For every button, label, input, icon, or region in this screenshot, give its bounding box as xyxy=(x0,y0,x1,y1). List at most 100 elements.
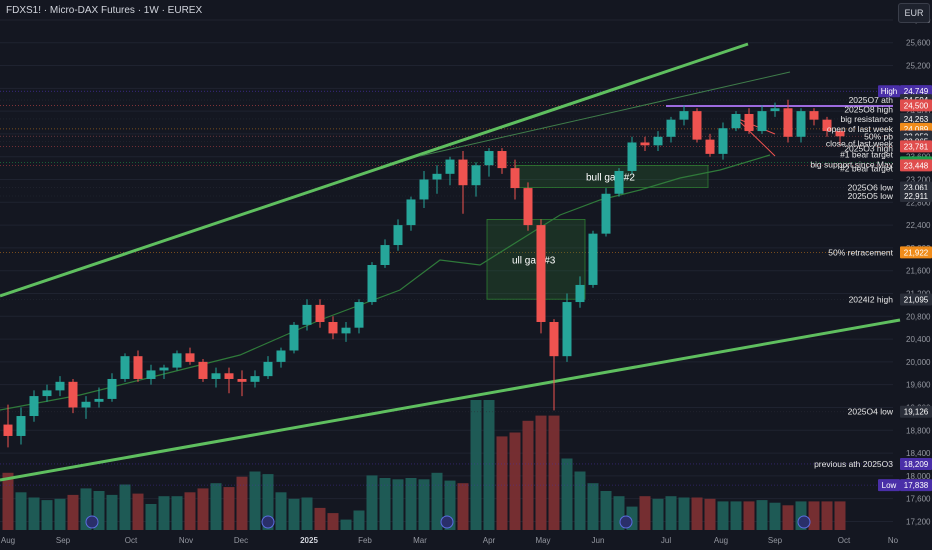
candle-body xyxy=(315,304,325,322)
candle-body xyxy=(354,302,364,328)
candle-body xyxy=(653,136,663,146)
volume-bar xyxy=(834,501,846,530)
volume-bar xyxy=(158,496,170,530)
candle-body xyxy=(731,113,741,129)
volume-bar xyxy=(600,491,612,530)
price-tag: 19,126 xyxy=(904,408,929,417)
candle-body xyxy=(510,168,520,189)
price-tag: 23,448 xyxy=(904,161,929,170)
candle-body xyxy=(133,356,143,379)
candle-body xyxy=(146,370,156,379)
price-tag-bg xyxy=(900,405,932,418)
gap-box-label: bull gap #2 xyxy=(586,172,635,183)
volume-bar xyxy=(145,504,157,530)
volume-bar xyxy=(184,492,196,530)
y-tick-label: 21,600 xyxy=(906,267,931,276)
price-tag-bg xyxy=(900,246,932,259)
price-tag-bg xyxy=(900,112,932,125)
volume-bar xyxy=(392,479,404,530)
currency-button[interactable]: EUR xyxy=(898,3,930,23)
candle-body xyxy=(185,353,195,362)
volume-bar xyxy=(431,472,443,530)
price-tag-bg xyxy=(900,457,932,470)
price-tag: 23,781 xyxy=(904,142,929,151)
x-tick-label: Aug xyxy=(1,536,15,545)
x-tick-label: Aug xyxy=(714,536,728,545)
volume-bar xyxy=(236,476,248,530)
candle-body xyxy=(614,170,624,194)
y-tick-label: 18,000 xyxy=(906,472,931,481)
volume-bar xyxy=(132,493,144,530)
candle-body xyxy=(835,131,845,137)
volume-bar xyxy=(262,474,274,530)
candle-body xyxy=(640,142,650,146)
price-tag-bg xyxy=(900,293,932,306)
annotation-label: #2 bear target xyxy=(840,164,894,174)
volume-bar xyxy=(535,415,547,530)
candle-body xyxy=(107,378,117,399)
event-marker-icon xyxy=(85,515,99,529)
candle-body xyxy=(16,416,26,436)
candle-body xyxy=(744,113,754,132)
x-tick-label: Sep xyxy=(56,536,71,545)
price-tag-label-bg xyxy=(878,85,900,98)
volume-bar xyxy=(210,483,222,530)
y-tick-label: 24,400 xyxy=(906,107,931,116)
event-markers[interactable] xyxy=(85,515,811,529)
y-tick-label: 23,200 xyxy=(906,176,931,185)
x-tick-label: Apr xyxy=(483,536,496,545)
volume-bar xyxy=(93,491,105,530)
x-tick-label: Oct xyxy=(838,536,851,545)
volume-bar xyxy=(769,502,781,530)
candle-body xyxy=(172,353,182,368)
candle-body xyxy=(289,324,299,351)
volume-bar xyxy=(613,496,625,530)
annotation-label: 50% retracement xyxy=(828,247,893,257)
candle-body xyxy=(549,321,559,357)
volume-bar xyxy=(548,415,560,530)
volume-bar xyxy=(665,496,677,530)
volume-bar xyxy=(119,484,131,530)
candle-body xyxy=(68,381,78,408)
volume-bar xyxy=(457,483,469,530)
bear-target-line xyxy=(735,117,776,135)
annotation-label: 2025O6 low xyxy=(848,182,894,192)
candle-body xyxy=(120,356,130,379)
gap-box-label: ull gap #3 xyxy=(512,255,556,266)
volume-bar xyxy=(691,497,703,530)
volume-bar xyxy=(275,492,287,530)
volume-bar xyxy=(808,501,820,530)
candle-body xyxy=(562,302,572,357)
volume-bar xyxy=(340,519,352,530)
lower-channel-line xyxy=(0,318,901,482)
candle-body xyxy=(393,225,403,246)
price-tag: 21,095 xyxy=(904,295,929,304)
time-axis[interactable]: Aug Sep Oct Nov Dec 2025 Feb Mar Apr May Jun Jul Aug… xyxy=(1,536,899,545)
annotation-label: 2024I2 high xyxy=(849,294,894,304)
volume-bar xyxy=(418,479,430,530)
y-tick-label: 18,800 xyxy=(906,426,931,435)
price-tag-bg xyxy=(900,99,932,112)
annotation-label: 2025O4 low xyxy=(848,407,894,417)
gap-boxes: bull gap #2 ull gap #3 xyxy=(486,164,709,300)
annotation-label: 2025O7 ath xyxy=(849,95,894,105)
candle-body xyxy=(302,304,312,325)
price-tag: 24,263 xyxy=(904,115,929,124)
volume-bar xyxy=(327,513,339,530)
x-tick-label: Dec xyxy=(234,536,248,545)
price-axis[interactable]: 26,00025,60025,20024,80024,40024,00023,6… xyxy=(878,16,932,527)
volume-bar xyxy=(756,500,768,530)
volume-bar xyxy=(28,497,40,530)
annotation-label: #1 bear target xyxy=(840,149,894,159)
candle-body xyxy=(458,159,468,186)
annotation-label: 2025O3 high xyxy=(844,144,893,154)
moving-average-line xyxy=(0,154,771,411)
candle-body xyxy=(237,378,247,382)
candle-body xyxy=(263,361,273,377)
chart-title: FDXS1! · Micro-DAX Futures · 1W · EUREX xyxy=(6,5,203,16)
candle-body xyxy=(380,245,390,265)
candle-body xyxy=(770,108,780,112)
candle-body xyxy=(250,376,260,382)
